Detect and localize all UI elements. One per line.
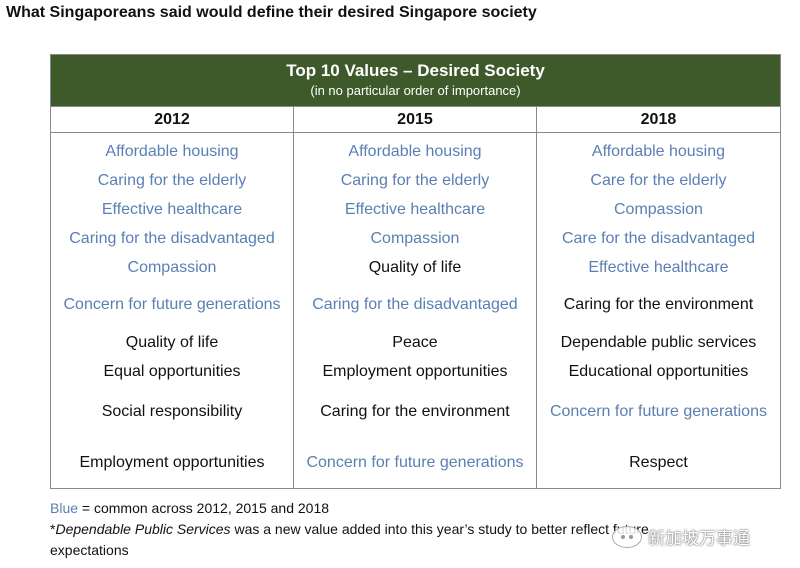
watermark-text: 新加坡万事通 [648, 529, 750, 548]
value-cell: Employment opportunities [322, 362, 508, 380]
footnote-note-text: was a new value added into this year’s s… [230, 521, 649, 537]
value-cell: Care for the disadvantaged [561, 229, 755, 247]
footnote: Blue = common across 2012, 2015 and 2018… [50, 498, 649, 561]
value-cell: Concern for future generations [63, 296, 281, 313]
watermark: 新加坡万事通 [612, 524, 750, 549]
value-cell: Affordable housing [105, 142, 239, 160]
value-cell: Concern for future generations [549, 402, 767, 420]
legend-text: = common across 2012, 2015 and 2018 [78, 500, 330, 516]
value-cell: Social responsibility [101, 402, 243, 420]
value-cell: Effective healthcare [344, 200, 486, 218]
year-header: 2018 [536, 106, 780, 133]
year-header: 2012 [51, 106, 293, 133]
value-cell: Caring for the disadvantaged [69, 229, 275, 247]
value-cell: Concern for future generations [306, 453, 524, 471]
value-cell: Compassion [613, 200, 703, 218]
value-cell: Compassion [370, 229, 460, 247]
column-2018: 2018 Affordable housing Care for the elder… [536, 106, 780, 488]
value-cell: Quality of life [368, 258, 462, 276]
column-2015: 2015 Affordable housing Caring for the eld… [293, 106, 537, 488]
legend-blue-word: Blue [50, 500, 79, 516]
value-cell: Caring for the environment [563, 296, 754, 313]
column-2012: 2012 Affordable housing Caring for the eld… [51, 106, 294, 488]
value-cell: Dependable public services [560, 333, 757, 351]
footnote-legend: Blue = common across 2012, 2015 and 2018 [50, 498, 649, 519]
value-cell: Caring for the disadvantaged [312, 296, 518, 313]
value-cell: Educational opportunities [568, 362, 749, 380]
value-cell: Compassion [127, 258, 217, 276]
value-cell: Respect [629, 453, 688, 471]
value-cell: Effective healthcare [588, 258, 729, 276]
value-cell: Care for the elderly [590, 171, 727, 189]
value-cell: Affordable housing [348, 142, 482, 160]
value-cell: Equal opportunities [103, 362, 241, 380]
wechat-icon [612, 525, 642, 548]
value-cell: Peace [392, 333, 438, 351]
value-cell: Affordable housing [591, 142, 726, 160]
table-subtitle: (in no particular order of importance) [310, 83, 521, 98]
footnote-note-continued: expectations [50, 542, 129, 558]
value-cell: Caring for the environment [320, 402, 510, 420]
value-cell: Caring for the elderly [97, 171, 247, 189]
footnote-italic-term: Dependable Public Services [55, 521, 231, 537]
value-cell: Caring for the elderly [340, 171, 490, 189]
table-columns: 2012 Affordable housing Caring for the eld… [51, 106, 780, 488]
value-cell: Effective healthcare [101, 200, 243, 218]
table-header: Top 10 Values – Desired Society (in no p… [51, 55, 780, 106]
value-cell: Quality of life [125, 333, 219, 351]
footnote-note: *Dependable Public Services was a new va… [50, 519, 649, 540]
table-title: Top 10 Values – Desired Society [286, 61, 545, 80]
year-header: 2015 [293, 106, 536, 133]
footnote-star: * [50, 521, 56, 537]
value-cell: Employment opportunities [79, 453, 265, 471]
page-title: What Singaporeans said would define thei… [6, 4, 537, 21]
values-table: Top 10 Values – Desired Society (in no p… [50, 54, 781, 489]
